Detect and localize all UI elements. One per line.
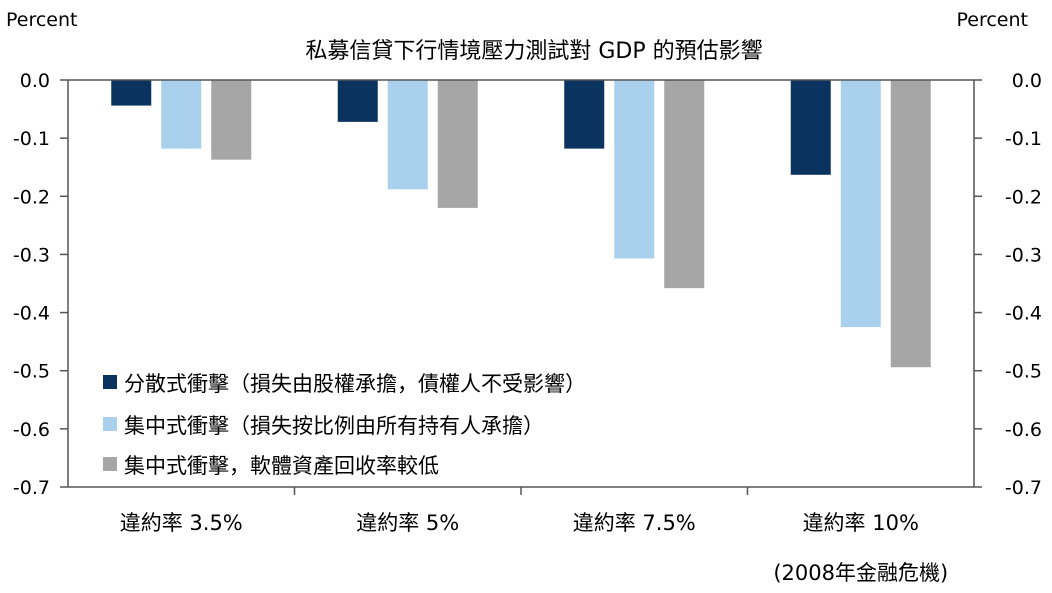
y-tick-label-right: -0.2 [1005, 186, 1042, 208]
y-tick-label-left: -0.3 [13, 244, 50, 266]
legend-swatch [103, 375, 117, 389]
bar [790, 80, 831, 175]
legend-swatch [103, 417, 117, 431]
y-tick-label-left: -0.1 [13, 128, 50, 150]
bar [890, 80, 931, 368]
legend-label: 集中式衝擊，軟體資產回收率較低 [124, 454, 439, 478]
y-tick-label-left: -0.4 [13, 303, 50, 325]
legend-label: 分散式衝擊（損失由股權承擔，債權人不受影響） [124, 372, 586, 396]
legend-swatch [103, 457, 117, 471]
y-tick-label-right: -0.3 [1005, 244, 1042, 266]
bar [664, 80, 705, 289]
bar [614, 80, 655, 259]
y-tick-label-right: -0.7 [1005, 477, 1042, 499]
bar [564, 80, 605, 149]
bar [211, 80, 252, 160]
bar [437, 80, 478, 208]
y-tick-label-left: -0.7 [13, 477, 50, 499]
axes-group: 0.0 0.0 -0.1 -0.1 -0.2 -0.2 -0.3 -0.3 -0.4 -0.4 -0… [13, 70, 1042, 585]
legend: 分散式衝擊（損失由股權承擔，債權人不受影響） 集中式衝擊（損失按比例由所有持有人承… [103, 372, 586, 478]
x-tick-sublabel: (2008年金融危機) [773, 561, 948, 585]
y-tick-label-right: -0.4 [1005, 303, 1042, 325]
bar [161, 80, 202, 149]
chart-title: 私募信貸下行情境壓力測試對 GDP 的預估影響 [305, 39, 762, 64]
y-tick-label-right: -0.5 [1005, 361, 1042, 383]
y-tick-label-left: -0.2 [13, 186, 50, 208]
y-tick-label-right: 0.0 [1012, 70, 1042, 92]
x-tick-label: 違約率 5% [356, 511, 459, 535]
y-tick-label-left: -0.6 [13, 419, 50, 441]
y-axis-label-right: Percent [957, 9, 1029, 31]
x-tick-label: 違約率 10% [803, 511, 919, 535]
bar [840, 80, 881, 328]
bar [337, 80, 378, 122]
y-tick-label-left: 0.0 [20, 70, 50, 92]
y-tick-label-right: -0.1 [1005, 128, 1042, 150]
y-axis-label-left: Percent [6, 9, 78, 31]
bar [387, 80, 428, 190]
x-tick-label: 違約率 3.5% [120, 511, 243, 535]
y-tick-label-left: -0.5 [13, 361, 50, 383]
x-tick-label: 違約率 7.5% [573, 511, 696, 535]
bars-group [111, 80, 931, 368]
y-tick-label-right: -0.6 [1005, 419, 1042, 441]
bar [111, 80, 152, 106]
legend-label: 集中式衝擊（損失按比例由所有持有人承擔） [124, 414, 544, 438]
